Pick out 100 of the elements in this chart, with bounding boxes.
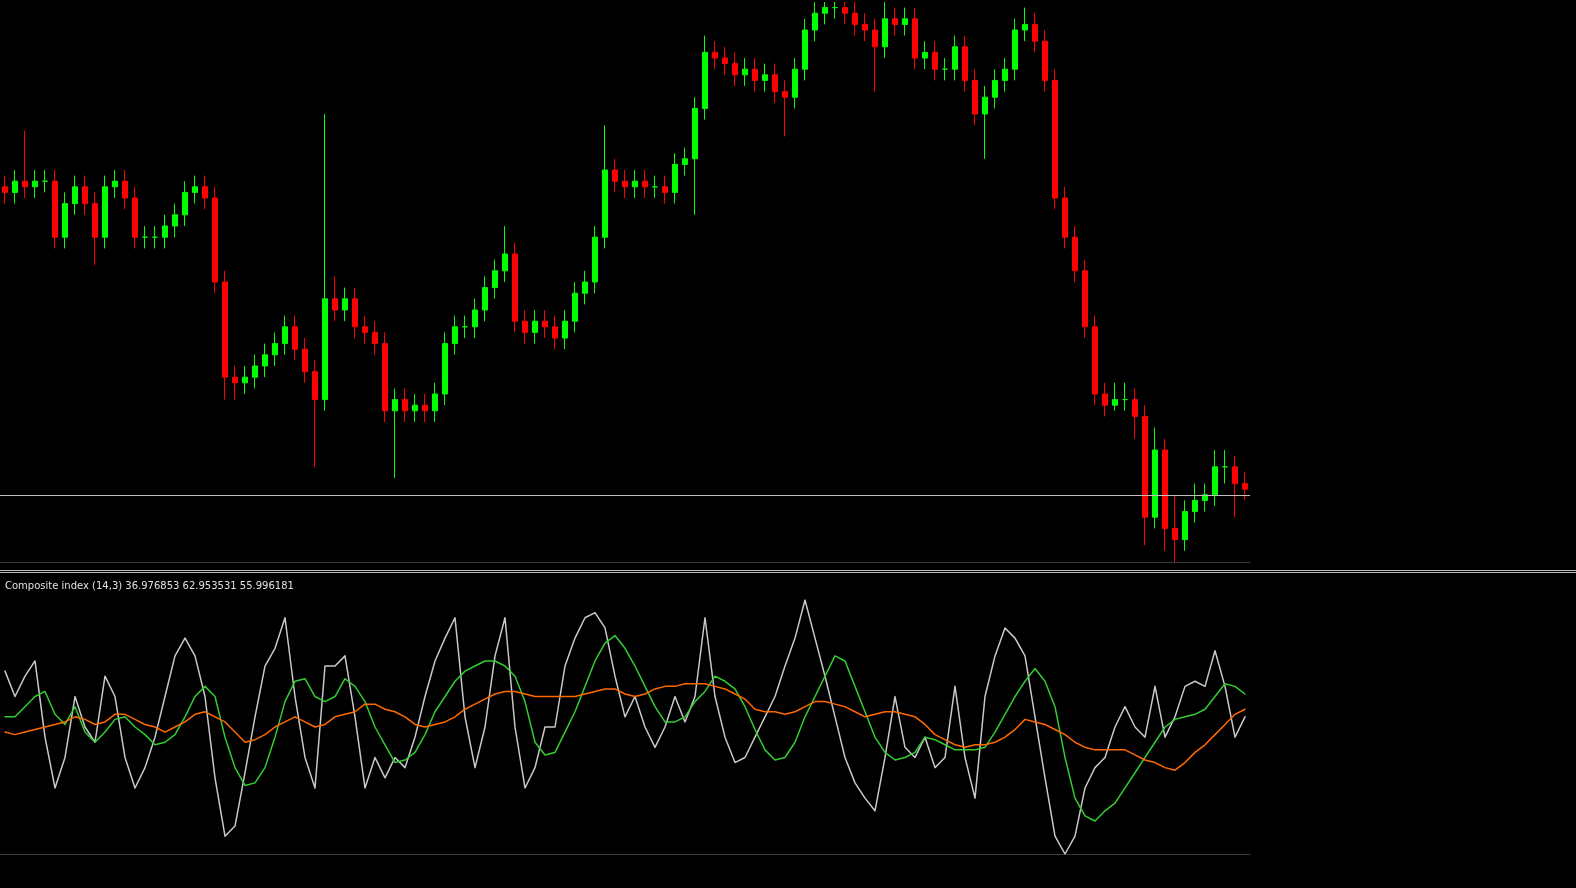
candlestick: [1162, 438, 1168, 552]
candlestick: [602, 124, 608, 249]
candlestick: [452, 315, 458, 356]
candlestick: [1222, 449, 1228, 485]
candlestick: [22, 130, 28, 199]
candlestick: [692, 96, 698, 216]
candlestick: [1102, 382, 1108, 417]
candlestick: [1192, 483, 1198, 524]
candlestick: [472, 298, 478, 339]
candlestick: [1012, 18, 1018, 81]
candlestick: [482, 275, 488, 322]
candlestick: [422, 393, 428, 423]
candlestick: [212, 186, 218, 294]
candlestick: [182, 180, 188, 227]
candlestick: [102, 175, 108, 249]
candlestick: [292, 315, 298, 361]
candlestick: [1002, 57, 1008, 93]
candlestick: [222, 270, 228, 401]
candlestick: [152, 225, 158, 249]
candlestick: [942, 57, 948, 81]
candlestick: [382, 331, 388, 423]
candlestick: [522, 309, 528, 345]
candlestick: [1062, 186, 1068, 249]
candlestick: [122, 169, 128, 210]
candlestick: [202, 175, 208, 210]
candlestick: [322, 113, 328, 412]
candlestick: [1082, 259, 1088, 339]
candlestick: [822, 1, 828, 25]
candlestick: [1152, 427, 1158, 529]
candlestick: [82, 175, 88, 216]
candlestick: [52, 169, 58, 249]
candlestick: [892, 7, 898, 37]
candlestick: [92, 191, 98, 266]
candlestick: [752, 57, 758, 93]
candlestick: [562, 309, 568, 350]
candlestick: [442, 331, 448, 406]
candlestick: [492, 259, 498, 300]
candlestick: [72, 175, 78, 216]
candlestick: [552, 315, 558, 350]
candlestick: [1092, 315, 1098, 406]
candlestick: [142, 225, 148, 249]
candlestick: [512, 242, 518, 333]
candlestick: [732, 51, 738, 87]
candlestick: [982, 85, 988, 160]
candlestick: [392, 387, 398, 479]
candlestick: [712, 40, 718, 70]
candlestick: [282, 315, 288, 356]
candlestick: [462, 315, 468, 339]
candlestick: [1122, 382, 1128, 412]
candlestick: [1112, 382, 1118, 412]
candlestick: [1232, 455, 1238, 518]
candlestick: [1212, 449, 1218, 507]
candlestick: [782, 79, 788, 137]
candlestick: [952, 35, 958, 81]
candlestick: [972, 68, 978, 126]
candlestick: [1172, 494, 1178, 563]
candlestick: [1042, 29, 1048, 93]
candlestick: [192, 175, 198, 205]
candlestick: [12, 169, 18, 205]
candlestick: [162, 214, 168, 249]
candlestick: [912, 7, 918, 70]
candlestick: [1142, 404, 1148, 546]
candlestick: [342, 287, 348, 322]
candlestick: [922, 40, 928, 70]
candlestick: [532, 309, 538, 345]
candlestick: [302, 337, 308, 384]
candlestick: [722, 46, 728, 76]
candlestick: [842, 1, 848, 25]
candlestick: [882, 1, 888, 59]
candlestick: [962, 35, 968, 93]
candlestick: [372, 320, 378, 356]
candlestick: [572, 281, 578, 333]
candlestick: [242, 365, 248, 395]
candlestick: [812, 1, 818, 42]
candlestick: [872, 18, 878, 93]
candlestick: [262, 343, 268, 378]
candlestick: [232, 365, 238, 401]
candlestick: [1032, 12, 1038, 53]
candlestick: [1022, 7, 1028, 42]
candlestick: [352, 287, 358, 339]
candlestick: [1182, 499, 1188, 552]
candlestick: [1242, 471, 1248, 501]
candlestick: [622, 169, 628, 199]
candlestick: [662, 175, 668, 205]
candlestick: [402, 387, 408, 423]
candlestick: [792, 57, 798, 109]
candlestick: [852, 1, 858, 37]
candlestick: [412, 393, 418, 423]
candlestick: [632, 169, 638, 199]
candlestick: [32, 169, 38, 199]
candlestick: [1132, 387, 1138, 440]
candlestick: [772, 63, 778, 104]
candlestick: [272, 331, 278, 367]
candlestick: [742, 57, 748, 87]
candlestick: [802, 18, 808, 81]
candlestick: [702, 35, 708, 121]
candlestick: [2, 175, 8, 205]
candlestick: [172, 203, 178, 238]
candlestick: [652, 175, 658, 199]
candlestick: [672, 152, 678, 205]
